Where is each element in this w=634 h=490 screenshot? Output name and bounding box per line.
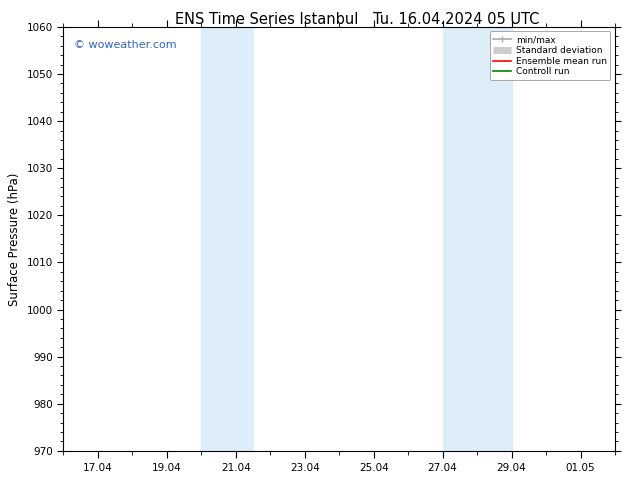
Text: ENS Time Series Istanbul: ENS Time Series Istanbul bbox=[174, 12, 358, 27]
Bar bbox=[443, 27, 512, 451]
Y-axis label: Surface Pressure (hPa): Surface Pressure (hPa) bbox=[8, 172, 21, 306]
Bar bbox=[202, 27, 253, 451]
Text: Tu. 16.04.2024 05 UTC: Tu. 16.04.2024 05 UTC bbox=[373, 12, 540, 27]
Text: © woweather.com: © woweather.com bbox=[74, 40, 177, 49]
Legend: min/max, Standard deviation, Ensemble mean run, Controll run: min/max, Standard deviation, Ensemble me… bbox=[489, 31, 611, 80]
